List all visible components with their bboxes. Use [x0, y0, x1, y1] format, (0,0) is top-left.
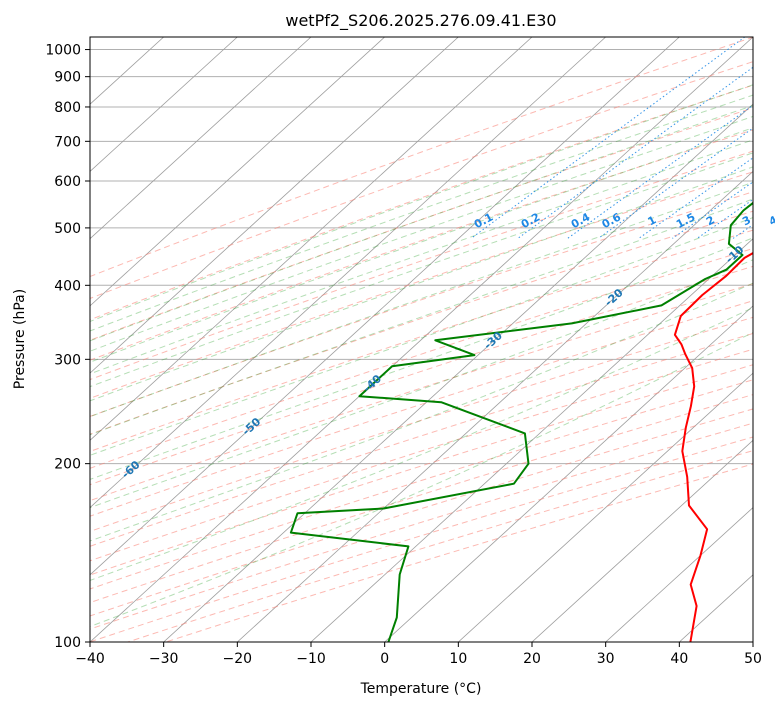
x-tick-label: −40	[75, 651, 105, 667]
x-tick-label: −10	[296, 651, 326, 667]
x-tick-label: −30	[149, 651, 179, 667]
y-tick-label: 300	[54, 352, 81, 368]
y-tick-label: 600	[54, 174, 81, 190]
y-tick-label: 1000	[45, 43, 81, 59]
x-tick-label: 30	[597, 651, 615, 667]
x-tick-label: 10	[449, 651, 467, 667]
y-tick-label: 900	[54, 70, 81, 86]
y-axis-title: Pressure (hPa)	[12, 289, 28, 389]
x-tick-label: 20	[523, 651, 541, 667]
y-tick-label: 500	[54, 221, 81, 237]
x-tick-label: 50	[744, 651, 762, 667]
y-tick-label: 200	[54, 457, 81, 473]
y-tick-label: 700	[54, 134, 81, 150]
y-tick-label: 800	[54, 100, 81, 116]
y-tick-label: 400	[54, 278, 81, 294]
x-tick-label: 0	[380, 651, 389, 667]
x-axis-title: Temperature (°C)	[360, 681, 482, 697]
x-tick-label: 40	[670, 651, 688, 667]
y-tick-label: 100	[54, 635, 81, 651]
x-tick-label: −20	[223, 651, 253, 667]
chart-title: wetPf2_S206.2025.276.09.41.E30	[285, 11, 556, 31]
